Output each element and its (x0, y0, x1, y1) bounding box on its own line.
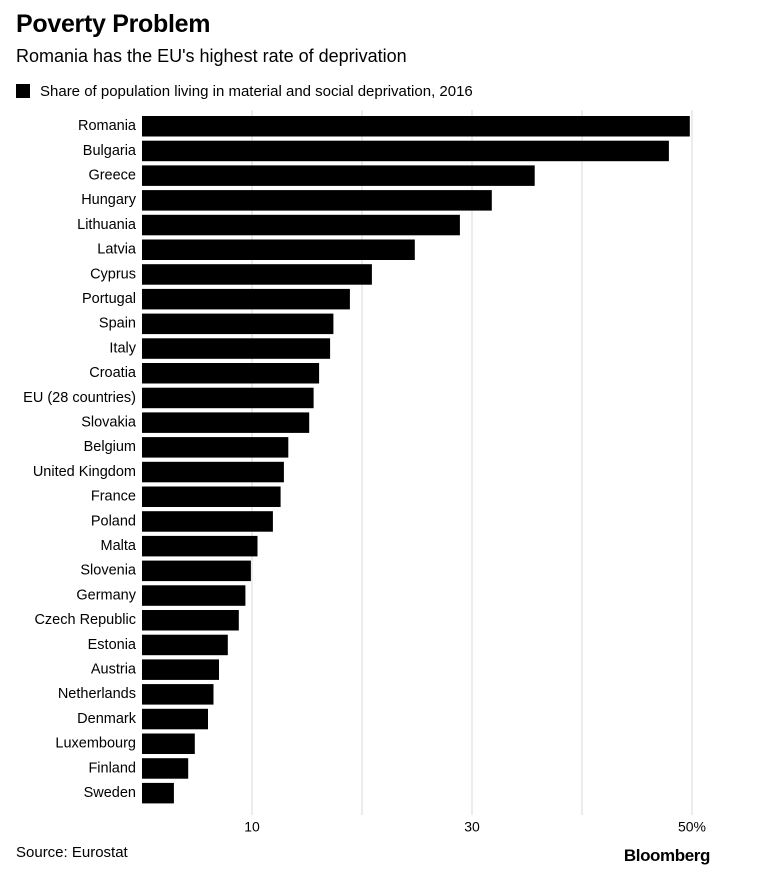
x-axis-ticks: 10 30 50% (244, 819, 706, 835)
chart-subtitle: Romania has the EU's highest rate of dep… (16, 46, 407, 66)
x-tick-label-50: 50% (678, 819, 706, 835)
bar-slovenia (142, 560, 251, 582)
bar-united-kingdom (142, 461, 284, 483)
bar-latvia (142, 239, 415, 260)
category-label: Finland (88, 760, 136, 776)
bar-belgium (142, 437, 289, 458)
bar-austria (142, 659, 219, 680)
bar-netherlands (142, 684, 214, 705)
bar-poland (142, 511, 273, 532)
category-label: Cyprus (90, 266, 136, 282)
bar-czech-republic (142, 610, 239, 631)
category-label: Netherlands (58, 686, 136, 702)
bar-greece (142, 165, 535, 186)
bar-luxembourg (142, 733, 195, 754)
category-label: Romania (78, 118, 137, 134)
bar-germany (142, 585, 246, 606)
category-label: Greece (88, 167, 136, 183)
category-label: Slovakia (81, 414, 137, 430)
category-label: Germany (76, 587, 136, 603)
bar-cyprus (142, 264, 372, 285)
category-label: Croatia (89, 365, 137, 381)
legend: Share of population living in material a… (16, 81, 473, 101)
legend-label: Share of population living in material a… (40, 82, 473, 100)
bar-portugal (142, 288, 350, 310)
bar-finland (142, 758, 189, 779)
bar-sweden (142, 782, 174, 804)
category-label: Belgium (84, 439, 136, 455)
bar-chart: Romania Bulgaria Greece Hungary Lithuania Lat… (23, 110, 706, 835)
bar-slovakia (142, 412, 310, 433)
bar-hungary (142, 190, 492, 211)
category-label: Estonia (88, 637, 137, 653)
category-label: Sweden (84, 785, 136, 801)
category-label: Austria (91, 661, 137, 677)
category-label: Italy (109, 340, 136, 356)
category-label: EU (28 countries) (23, 390, 136, 406)
category-label: Malta (101, 538, 137, 554)
bar-bulgaria (142, 140, 669, 162)
category-label: Portugal (82, 291, 136, 307)
bar-italy (142, 338, 331, 359)
bar-estonia (142, 634, 228, 656)
bar-romania (142, 116, 690, 137)
category-label: Luxembourg (55, 736, 136, 752)
legend-swatch (16, 84, 30, 98)
bar-france (142, 486, 281, 507)
category-label: Hungary (81, 192, 137, 208)
category-label: Poland (91, 513, 136, 529)
category-label: Lithuania (77, 217, 137, 233)
category-label: France (91, 489, 136, 505)
category-label: Slovenia (80, 563, 137, 579)
bars (142, 116, 690, 804)
category-labels: Romania Bulgaria Greece Hungary Lithuania Lat… (23, 118, 137, 801)
x-tick-label-30: 30 (464, 819, 480, 835)
x-tick-label-10: 10 (244, 819, 260, 835)
bar-denmark (142, 708, 208, 730)
bloomberg-logo: Bloomberg (623, 846, 711, 865)
bar-malta (142, 535, 258, 557)
chart-title: Poverty Problem (16, 10, 211, 38)
category-label: Bulgaria (83, 143, 137, 159)
bar-croatia (142, 363, 320, 384)
bar-spain (142, 313, 334, 335)
category-label: United Kingdom (33, 464, 136, 480)
bar-lithuania (142, 214, 460, 236)
source-note: Source: Eurostat (16, 844, 128, 861)
category-label: Denmark (77, 711, 137, 727)
bar-eu-28-countries (142, 387, 314, 409)
category-label: Czech Republic (34, 612, 136, 628)
category-label: Spain (99, 316, 136, 332)
category-label: Latvia (97, 242, 137, 258)
